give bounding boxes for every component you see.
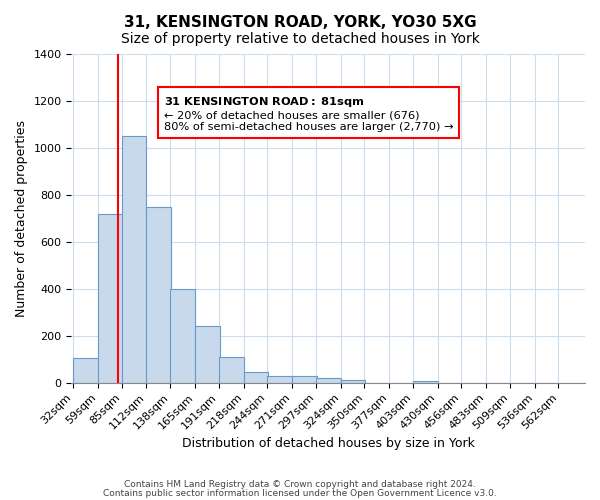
Text: 31, KENSINGTON ROAD, YORK, YO30 5XG: 31, KENSINGTON ROAD, YORK, YO30 5XG xyxy=(124,15,476,30)
Bar xyxy=(73,358,98,382)
Text: Contains HM Land Registry data © Crown copyright and database right 2024.: Contains HM Land Registry data © Crown c… xyxy=(124,480,476,489)
Bar xyxy=(268,376,292,382)
Bar xyxy=(195,326,220,382)
Text: Contains public sector information licensed under the Open Government Licence v3: Contains public sector information licen… xyxy=(103,488,497,498)
Bar xyxy=(170,289,195,382)
Bar xyxy=(341,380,365,382)
Bar xyxy=(122,136,146,382)
X-axis label: Distribution of detached houses by size in York: Distribution of detached houses by size … xyxy=(182,437,475,450)
Bar xyxy=(244,372,268,382)
Bar xyxy=(219,357,244,382)
Bar xyxy=(146,207,171,382)
Y-axis label: Number of detached properties: Number of detached properties xyxy=(15,120,28,317)
Bar xyxy=(292,376,317,382)
Text: Size of property relative to detached houses in York: Size of property relative to detached ho… xyxy=(121,32,479,46)
Bar xyxy=(413,381,437,382)
Bar xyxy=(98,214,122,382)
Bar xyxy=(316,378,341,382)
Text: $\bf{31\ KENSINGTON\ ROAD:\ 81sqm}$
← 20% of detached houses are smaller (676)
8: $\bf{31\ KENSINGTON\ ROAD:\ 81sqm}$ ← 20… xyxy=(164,95,454,132)
